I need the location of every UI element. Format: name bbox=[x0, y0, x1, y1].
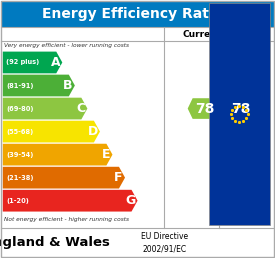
Text: (21-38): (21-38) bbox=[6, 175, 34, 181]
Text: (92 plus): (92 plus) bbox=[6, 60, 39, 66]
Text: (55-68): (55-68) bbox=[6, 128, 33, 135]
Polygon shape bbox=[224, 98, 253, 119]
Text: EU Directive
2002/91/EC: EU Directive 2002/91/EC bbox=[141, 232, 189, 253]
Text: (69-80): (69-80) bbox=[6, 106, 34, 111]
Polygon shape bbox=[3, 52, 62, 73]
FancyBboxPatch shape bbox=[209, 3, 270, 225]
Text: Current: Current bbox=[183, 30, 222, 39]
Text: D: D bbox=[87, 125, 98, 138]
FancyBboxPatch shape bbox=[1, 1, 274, 27]
Text: F: F bbox=[114, 171, 123, 184]
Text: E: E bbox=[102, 148, 110, 161]
Text: (39-54): (39-54) bbox=[6, 152, 34, 158]
Text: Not energy efficient - higher running costs: Not energy efficient - higher running co… bbox=[4, 217, 129, 222]
Text: B: B bbox=[63, 79, 73, 92]
Text: C: C bbox=[76, 102, 85, 115]
Text: (81-91): (81-91) bbox=[6, 83, 34, 88]
Text: 78: 78 bbox=[232, 102, 251, 116]
Text: Potential: Potential bbox=[215, 30, 262, 39]
Text: (1-20): (1-20) bbox=[6, 198, 29, 204]
Text: G: G bbox=[125, 194, 135, 207]
Polygon shape bbox=[3, 121, 100, 142]
Polygon shape bbox=[188, 98, 217, 119]
Text: A: A bbox=[51, 56, 60, 69]
Text: Very energy efficient - lower running costs: Very energy efficient - lower running co… bbox=[4, 43, 129, 49]
Polygon shape bbox=[3, 190, 138, 212]
Text: England & Wales: England & Wales bbox=[0, 236, 110, 249]
Polygon shape bbox=[3, 167, 125, 189]
Polygon shape bbox=[3, 75, 75, 96]
Text: 78: 78 bbox=[195, 102, 214, 116]
Polygon shape bbox=[3, 98, 87, 119]
Polygon shape bbox=[3, 144, 112, 165]
Text: Energy Efficiency Rating: Energy Efficiency Rating bbox=[42, 6, 233, 21]
